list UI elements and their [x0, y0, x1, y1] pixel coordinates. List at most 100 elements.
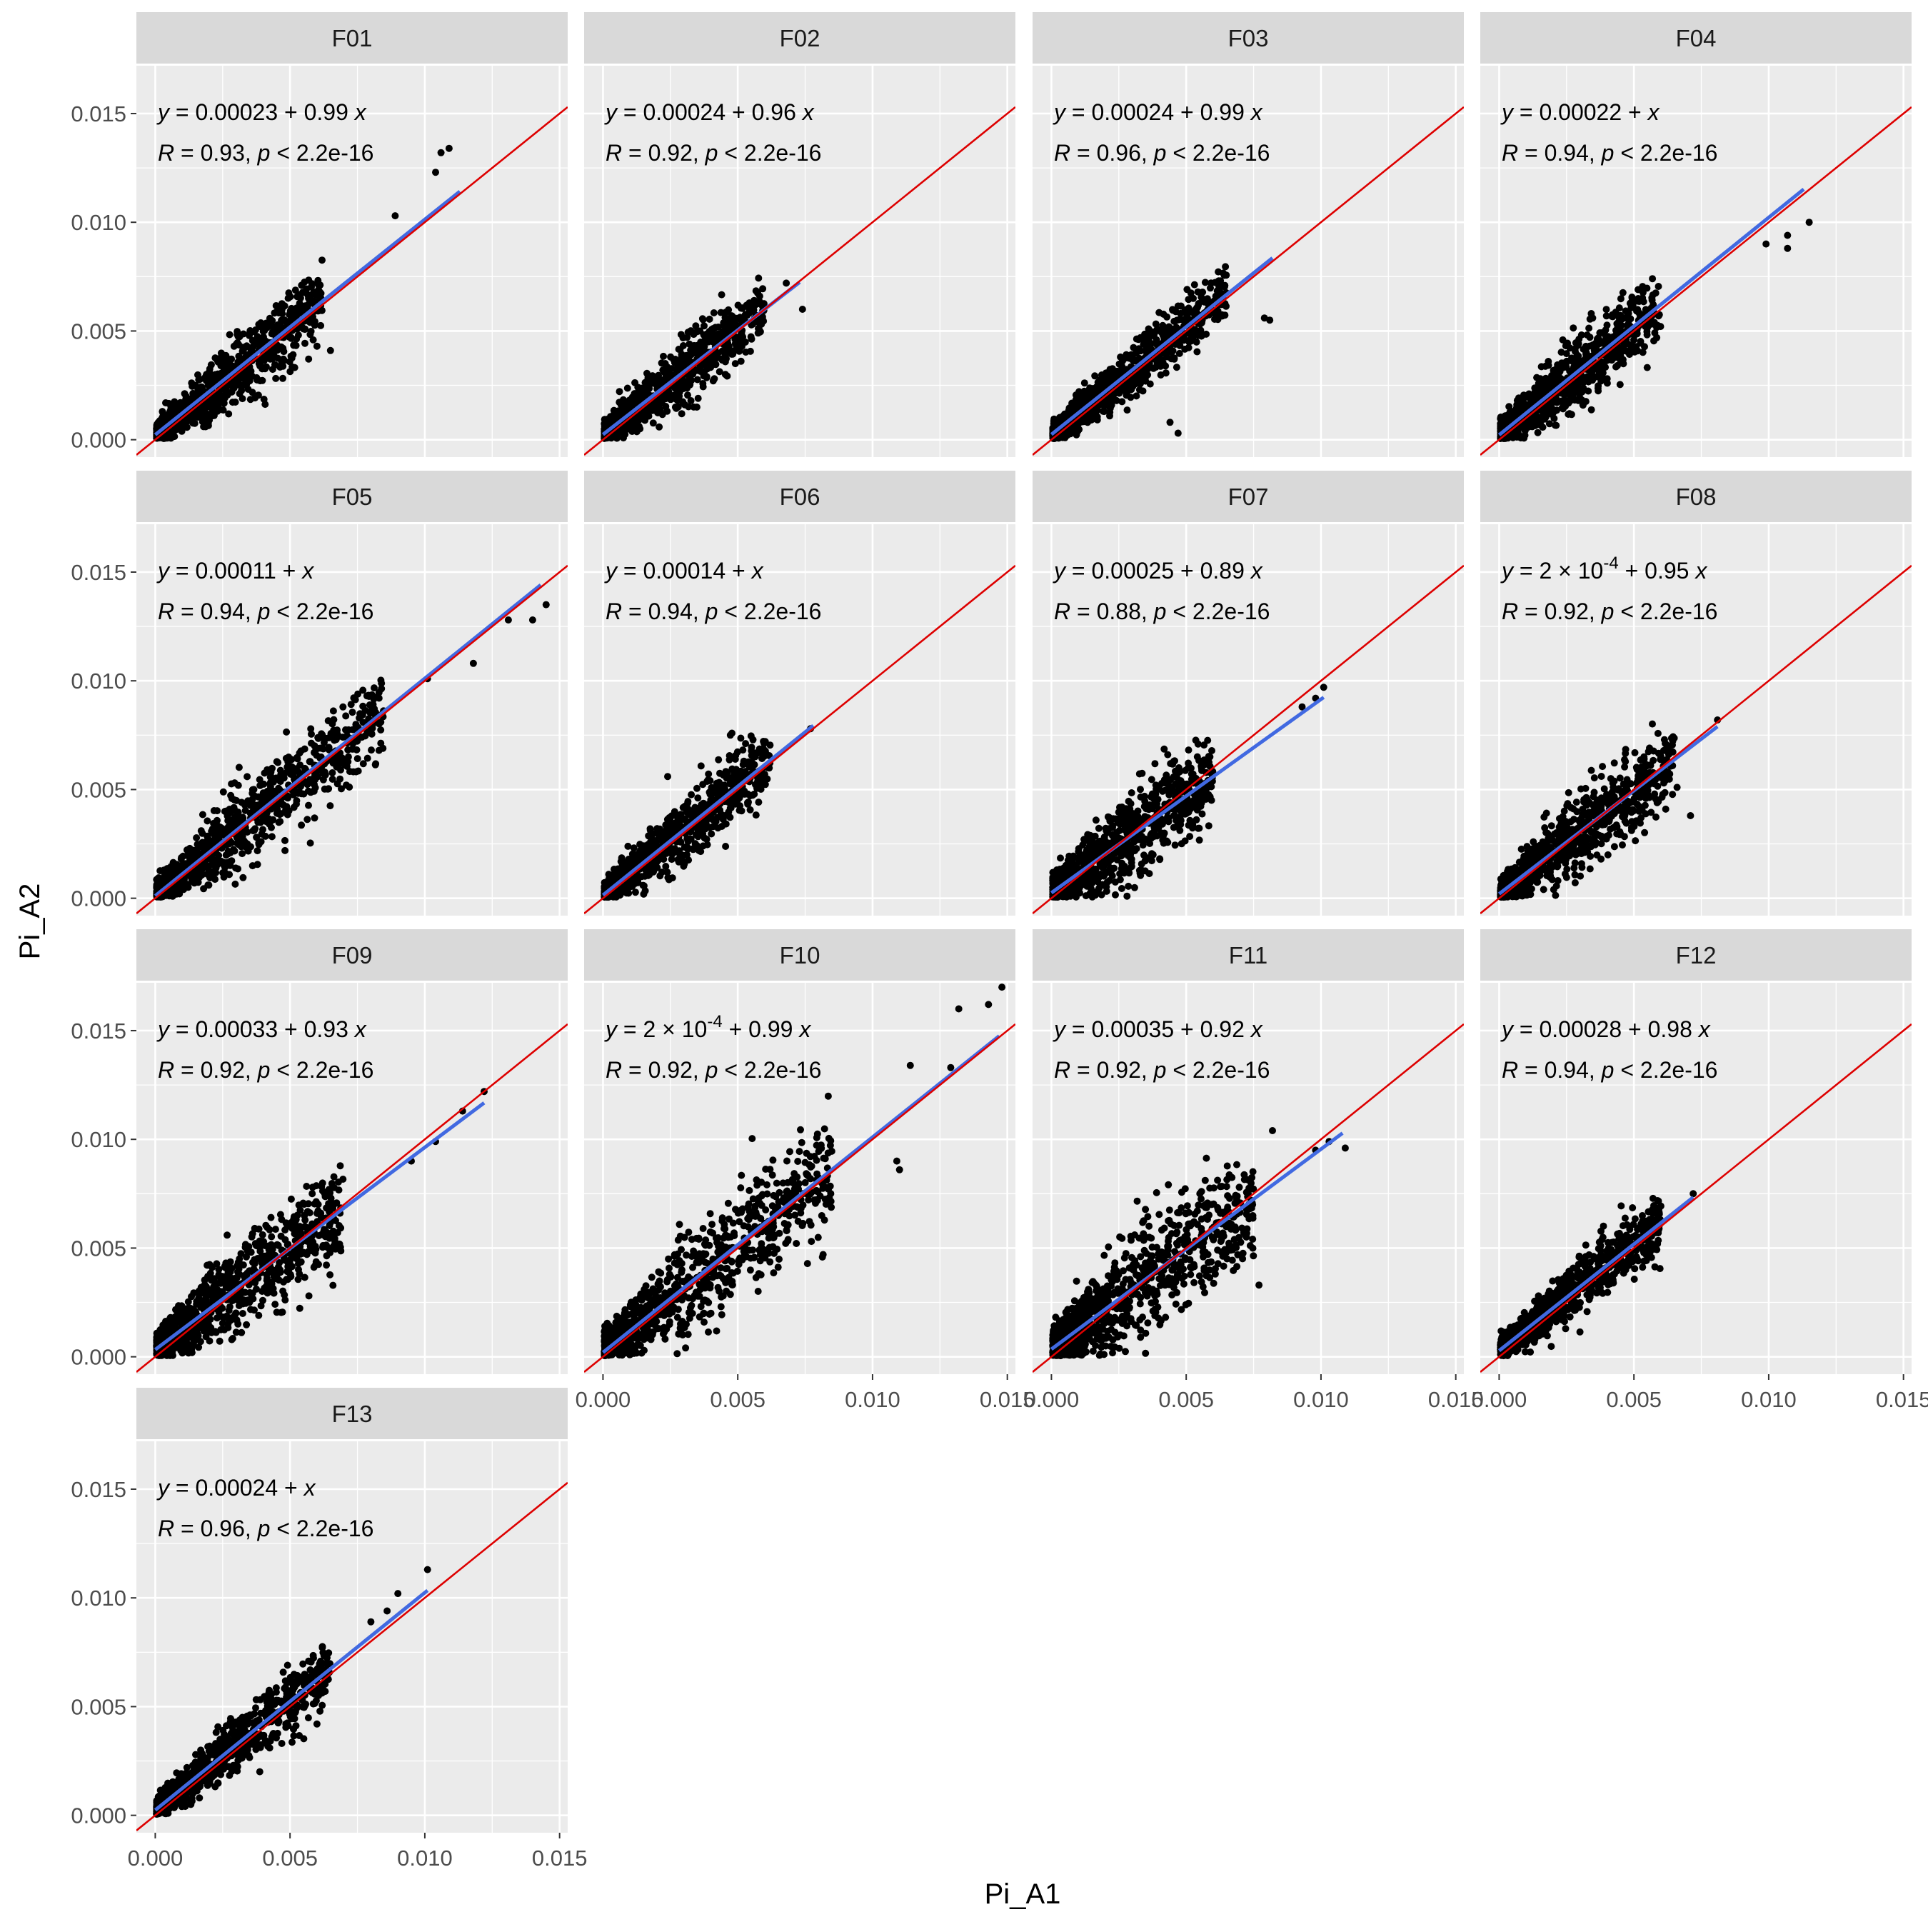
data-point: [348, 701, 355, 708]
data-point: [616, 388, 623, 395]
data-point: [1602, 364, 1609, 371]
data-point: [1633, 308, 1640, 315]
data-point: [295, 790, 302, 797]
data-point: [1204, 295, 1211, 302]
data-point: [213, 864, 220, 871]
data-point: [1173, 364, 1180, 371]
data-point: [208, 828, 215, 835]
data-point: [1563, 358, 1570, 365]
data-point: [1154, 327, 1161, 334]
y-tick-label: 0.000: [71, 886, 126, 911]
data-point: [282, 318, 289, 325]
data-point: [283, 729, 290, 736]
data-point: [1144, 366, 1151, 373]
data-point: [311, 814, 318, 821]
data-point: [1185, 304, 1193, 311]
data-point: [293, 801, 300, 808]
data-point: [246, 369, 253, 376]
data-point: [308, 731, 315, 738]
data-point: [290, 342, 297, 349]
data-point: [1657, 323, 1665, 330]
data-point: [376, 720, 383, 727]
data-point: [338, 785, 345, 792]
data-point: [350, 694, 357, 701]
outlier-point: [505, 616, 512, 624]
data-point: [267, 774, 274, 781]
outlier-point: [543, 601, 550, 609]
data-point: [276, 364, 283, 371]
data-point: [1178, 303, 1185, 310]
data-point: [174, 424, 181, 431]
outlier-point: [432, 169, 439, 176]
data-point: [167, 435, 174, 442]
data-point: [214, 373, 221, 380]
data-point: [228, 356, 235, 363]
data-point: [308, 740, 315, 747]
data-point: [322, 771, 329, 779]
data-point: [742, 740, 749, 747]
outlier-point: [438, 149, 445, 156]
data-point: [301, 746, 308, 753]
data-point: [249, 862, 256, 869]
data-point: [336, 733, 343, 740]
data-point: [303, 286, 310, 293]
data-point: [306, 758, 313, 765]
data-point: [318, 256, 326, 264]
data-point: [180, 886, 187, 893]
data-point: [722, 359, 729, 366]
data-point: [1514, 397, 1521, 404]
data-point: [201, 412, 208, 419]
data-point: [1596, 340, 1603, 347]
data-point: [601, 416, 608, 423]
data-point: [226, 806, 233, 813]
data-point: [1198, 294, 1205, 301]
data-point: [1560, 336, 1567, 344]
data-point: [263, 324, 271, 331]
data-point: [1575, 397, 1582, 404]
data-point: [273, 308, 281, 315]
data-point: [1094, 416, 1101, 424]
data-point: [1644, 364, 1651, 371]
data-point: [226, 331, 234, 339]
data-point: [1517, 433, 1524, 440]
data-point: [216, 357, 224, 364]
data-point: [315, 281, 322, 288]
regression-equation-f02: y = 0.00024 + 0.96 x: [604, 99, 815, 125]
data-point: [674, 386, 681, 393]
data-point: [329, 776, 336, 783]
outlier-point: [313, 343, 321, 350]
y-tick-label: 0.005: [71, 777, 126, 802]
data-point: [1620, 289, 1627, 296]
data-point: [688, 397, 695, 404]
data-point: [376, 689, 383, 696]
data-point: [231, 796, 238, 804]
y-tick-label: 0.010: [71, 210, 126, 235]
data-point: [650, 419, 657, 426]
data-point: [205, 401, 212, 409]
data-point: [656, 424, 663, 431]
data-point: [624, 385, 631, 392]
data-point: [272, 375, 279, 382]
data-point: [191, 849, 199, 856]
data-point: [633, 395, 641, 402]
data-point: [1570, 324, 1577, 331]
data-point: [328, 769, 336, 776]
data-point: [1155, 309, 1163, 316]
data-point: [226, 365, 233, 372]
data-point: [1616, 304, 1623, 311]
data-point: [239, 344, 246, 351]
regression-equation-f05: y = 0.00011 + x: [156, 558, 314, 584]
data-point: [211, 412, 218, 419]
data-point: [162, 399, 169, 406]
data-point: [722, 309, 729, 316]
data-point: [1218, 312, 1225, 319]
data-point: [1584, 373, 1591, 380]
correlation-text-f05: R = 0.94, p < 2.2e-16: [158, 599, 373, 624]
data-point: [1523, 394, 1530, 401]
data-point: [356, 714, 363, 721]
data-point: [303, 816, 311, 823]
data-point: [1612, 354, 1619, 361]
data-point: [214, 858, 221, 865]
